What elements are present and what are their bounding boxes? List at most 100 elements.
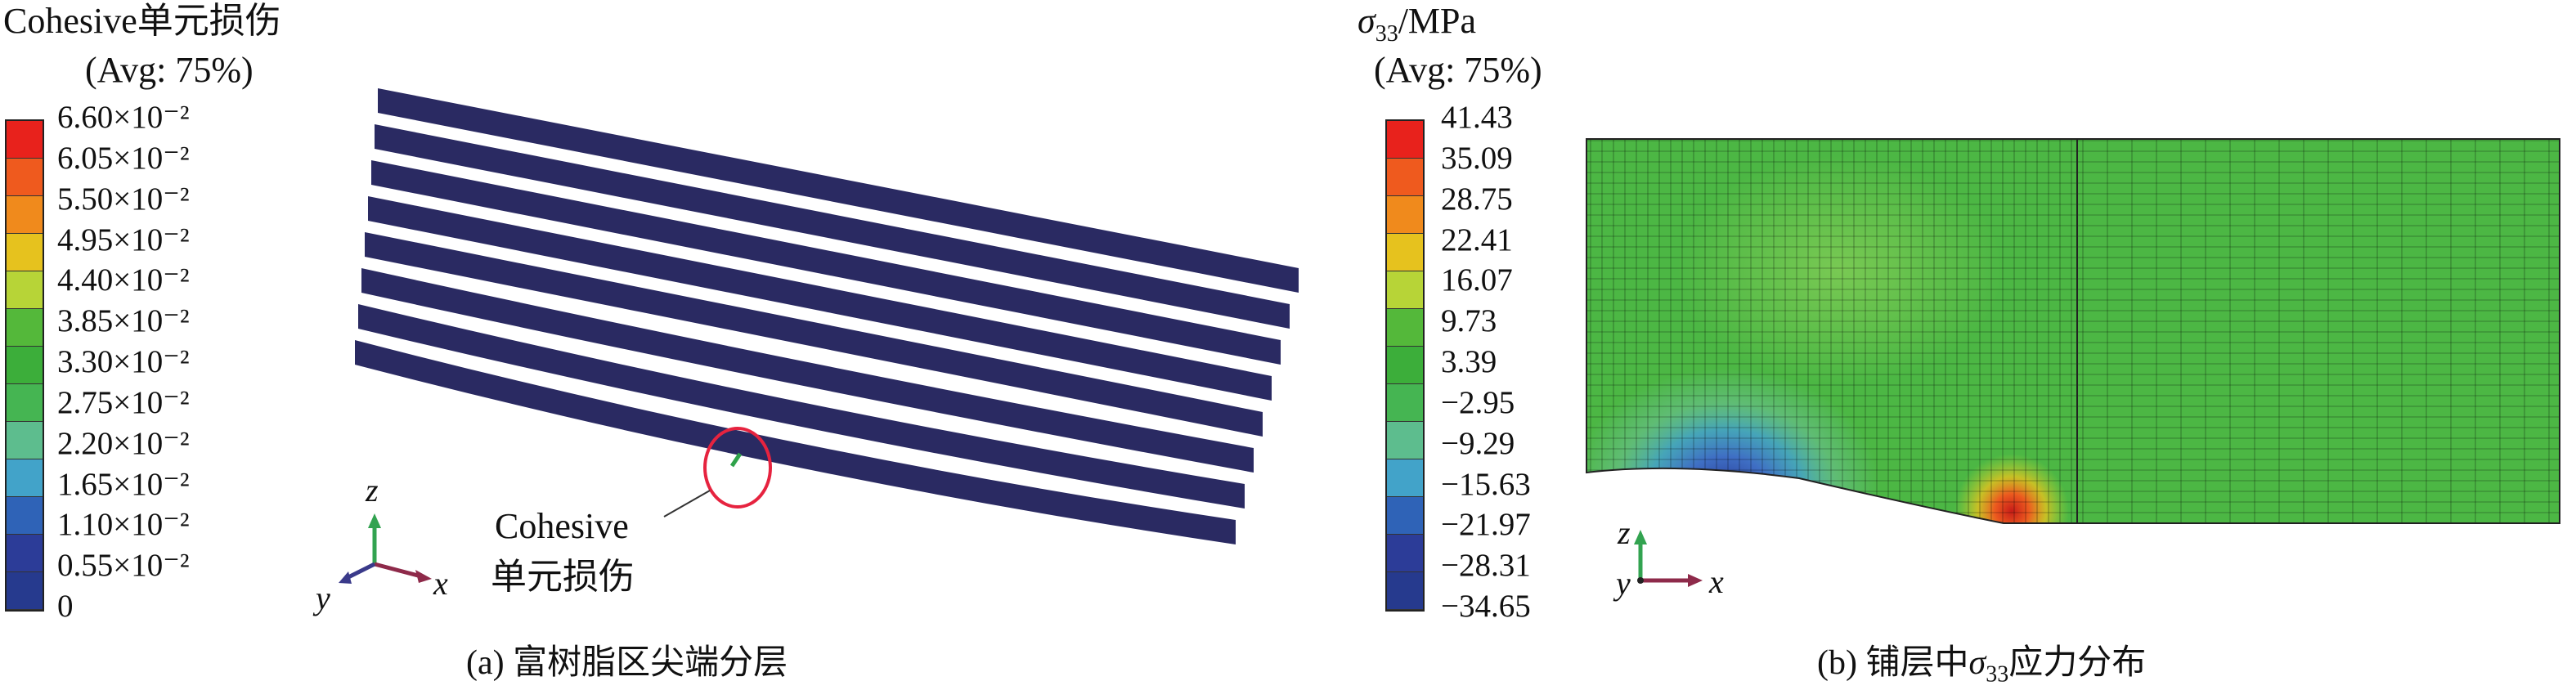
axis-a-y-label: y	[316, 580, 330, 616]
legend-tick-label: 16.07	[1441, 262, 1513, 298]
caption-a: (a) 富树脂区尖端分层	[466, 644, 788, 682]
legend-tick-label: 4.40×10⁻²	[57, 262, 190, 298]
legend-color-cell	[7, 535, 43, 572]
axis-b-y-dot	[1637, 577, 1644, 584]
sigma-subscript: 33	[1375, 20, 1398, 47]
axis-b-z-label: z	[1618, 514, 1631, 551]
damage-spot	[729, 452, 743, 468]
legend-tick-label: 3.39	[1441, 344, 1497, 379]
legend-color-cell	[7, 234, 43, 271]
leader-line	[663, 490, 711, 518]
laminate-ply	[368, 196, 1272, 401]
legend-tick-label: 0	[57, 589, 74, 624]
legend-color-cell	[7, 422, 43, 459]
legend-tick-label: 4.95×10⁻²	[57, 222, 190, 258]
axis-a-x-arrowhead	[415, 570, 432, 583]
laminate-ply	[378, 88, 1299, 293]
sigma-symbol: σ	[1358, 1, 1376, 41]
legend-tick-label: −21.97	[1441, 507, 1531, 543]
legend-color-cell	[1387, 159, 1423, 196]
legend-b-avg: (Avg: 75%)	[1374, 50, 1542, 90]
legend-color-cell	[7, 196, 43, 234]
legend-color-cell	[7, 121, 43, 159]
legend-color-cell	[1387, 535, 1423, 572]
laminate-ply	[365, 232, 1263, 437]
legend-color-cell	[1387, 347, 1423, 384]
legend-tick-label: 3.85×10⁻²	[57, 303, 190, 339]
legend-tick-label: 1.65×10⁻²	[57, 466, 190, 502]
caption-b-suffix: 应力分布	[2008, 644, 2147, 682]
legend-color-cell	[7, 572, 43, 610]
legend-tick-label: 3.30×10⁻²	[57, 344, 190, 379]
caption-b-subscript: 33	[1986, 661, 2009, 688]
legend-color-cell	[1387, 196, 1423, 234]
legend-b-ticks: 41.43 35.09 28.75 22.41 16.07 9.73 3.39 −2.95 −9…	[1441, 100, 1604, 626]
legend-color-cell	[1387, 309, 1423, 347]
legend-tick-label: −9.29	[1441, 425, 1515, 461]
light-green-zone	[1676, 155, 2004, 384]
legend-color-cell	[1387, 459, 1423, 497]
legend-tick-label: 9.73	[1441, 303, 1497, 339]
legend-tick-label: −15.63	[1441, 466, 1531, 502]
stress-field	[1586, 139, 2560, 523]
legend-tick-label: 6.60×10⁻²	[57, 100, 190, 135]
legend-color-cell	[1387, 384, 1423, 422]
legend-b-title: σ33/MPa	[1358, 2, 1476, 54]
legend-tick-label: 1.10×10⁻²	[57, 507, 190, 543]
axis-b-x-label: x	[1709, 563, 1724, 600]
annotation-element-damage: 单元损伤	[491, 557, 635, 597]
legend-color-cell	[1387, 572, 1423, 610]
legend-color-cell	[7, 497, 43, 535]
legend-color-cell	[7, 309, 43, 347]
laminate-ply	[375, 124, 1290, 329]
axis-b-y-label: y	[1616, 565, 1631, 602]
legend-tick-label: 28.75	[1441, 181, 1513, 217]
axis-a-z-label: z	[366, 472, 379, 509]
legend-tick-label: −34.65	[1441, 589, 1531, 624]
legend-tick-label: 0.55×10⁻²	[57, 548, 190, 584]
legend-a-colorbar	[5, 119, 44, 612]
tensile-peak-zone	[1954, 454, 2069, 523]
legend-color-cell	[1387, 234, 1423, 271]
axis-a-x-label: x	[433, 565, 448, 602]
legend-tick-label: 35.09	[1441, 140, 1513, 176]
legend-color-cell	[7, 271, 43, 309]
axis-b-x-arrowhead	[1688, 574, 1703, 587]
legend-a-avg: (Avg: 75%)	[85, 50, 254, 90]
legend-tick-label: −2.95	[1441, 384, 1515, 420]
axis-a-y-arrow	[343, 562, 376, 581]
unit-label: /MPa	[1398, 1, 1477, 41]
legend-color-cell	[1387, 497, 1423, 535]
caption-b: (b) 铺层中σ33应力分布	[1817, 644, 2146, 693]
legend-color-cell	[1387, 271, 1423, 309]
axis-a-z-arrowhead	[368, 513, 381, 528]
body-outline	[1586, 138, 2560, 524]
legend-b-colorbar	[1385, 119, 1425, 612]
legend-tick-label: 5.50×10⁻²	[57, 181, 190, 217]
annotation-cohesive: Cohesive	[495, 506, 629, 546]
legend-tick-label: −28.31	[1441, 548, 1531, 584]
axis-b-z-arrowhead	[1634, 530, 1647, 544]
legend-color-cell	[7, 159, 43, 196]
legend-color-cell	[7, 459, 43, 497]
legend-tick-label: 6.05×10⁻²	[57, 140, 190, 176]
laminate-ply	[371, 160, 1281, 365]
legend-tick-label: 2.75×10⁻²	[57, 384, 190, 420]
legend-a-ticks: 6.60×10⁻² 6.05×10⁻² 5.50×10⁻² 4.95×10⁻² 4.40…	[57, 100, 327, 626]
caption-b-prefix: (b) 铺层中	[1817, 644, 1969, 682]
caption-b-sigma: σ	[1968, 644, 1986, 682]
axis-a-y-arrowhead	[339, 571, 352, 584]
laminate-ply	[355, 340, 1236, 544]
laminate-ply	[361, 268, 1254, 473]
legend-a-title: Cohesive单元损伤	[3, 1, 281, 41]
legend-tick-label: 22.41	[1441, 222, 1513, 258]
legend-color-cell	[1387, 422, 1423, 459]
laminate-ply	[358, 304, 1245, 509]
legend-tick-label: 2.20×10⁻²	[57, 425, 190, 461]
highlight-circle	[703, 427, 772, 509]
legend-color-cell	[7, 384, 43, 422]
legend-color-cell	[7, 347, 43, 384]
legend-tick-label: 41.43	[1441, 100, 1513, 135]
